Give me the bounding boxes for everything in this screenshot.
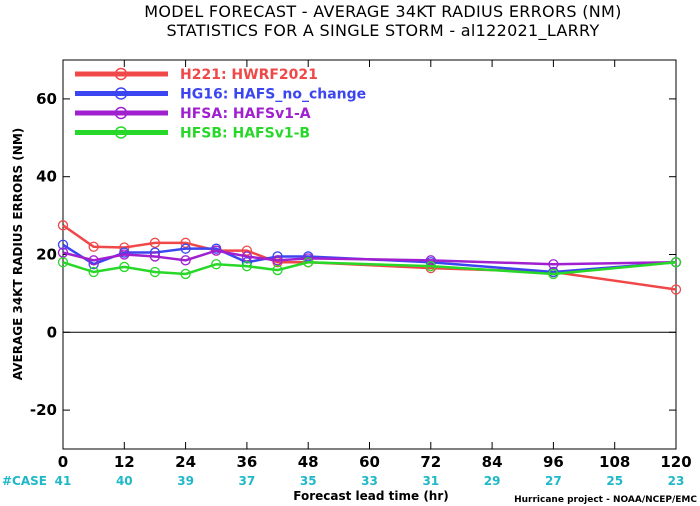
legend: H221: HWRF2021 HG16: HAFS_no_change HFSA: … xyxy=(75,67,366,142)
data-point xyxy=(88,266,99,278)
data-point xyxy=(119,261,130,273)
y-tick-label: 40 xyxy=(36,168,57,186)
case-count: 27 xyxy=(545,474,562,488)
data-point xyxy=(211,259,222,270)
series-line xyxy=(62,249,677,266)
x-axis-label: Forecast lead time (hr) xyxy=(293,489,449,503)
data-point xyxy=(241,261,253,272)
x-tick-label: 120 xyxy=(660,453,691,471)
x-tick-label: 24 xyxy=(175,453,196,471)
x-tick-label: 84 xyxy=(482,453,503,471)
data-point xyxy=(149,251,161,262)
case-count: 29 xyxy=(484,474,501,488)
case-count: 39 xyxy=(177,474,194,488)
case-count: 37 xyxy=(239,474,256,488)
legend-label: H221: HWRF2021 xyxy=(180,67,318,83)
data-point xyxy=(303,257,314,268)
chart-title-line-1: MODEL FORECAST - AVERAGE 34KT RADIUS ERR… xyxy=(144,2,621,21)
case-count-label: #CASE xyxy=(2,474,47,488)
data-point xyxy=(425,255,436,266)
series-lines xyxy=(57,220,682,295)
data-point xyxy=(180,268,191,280)
legend-swatch-marker xyxy=(114,87,128,100)
data-point xyxy=(149,237,161,248)
data-point xyxy=(425,261,436,272)
y-tick-label: 60 xyxy=(36,90,57,108)
data-point xyxy=(88,241,99,252)
data-point xyxy=(670,257,682,268)
data-point xyxy=(548,259,559,270)
data-point xyxy=(548,268,559,280)
plot-frame xyxy=(62,59,677,450)
x-tick-label: 108 xyxy=(599,453,630,471)
data-point xyxy=(57,257,69,268)
data-point xyxy=(180,237,191,248)
data-point xyxy=(241,245,253,256)
series-line xyxy=(62,261,677,276)
data-point xyxy=(180,243,191,254)
data-point xyxy=(241,251,253,262)
case-count: 33 xyxy=(361,474,378,488)
data-point xyxy=(670,284,682,295)
data-point xyxy=(272,264,283,276)
data-point xyxy=(149,266,161,278)
y-tick-label: -20 xyxy=(30,401,57,419)
x-tick-label: 48 xyxy=(298,453,319,471)
x-tick-label: 12 xyxy=(114,453,135,471)
y-axis-label: AVERAGE 34KT RADIUS ERRORS (NM) xyxy=(11,128,25,380)
data-point xyxy=(57,247,69,258)
x-axis-ticks: 0 12 24 36 48 60 72 84 96 108 120 xyxy=(58,60,692,471)
data-point xyxy=(180,255,191,266)
x-tick-label: 60 xyxy=(359,453,380,471)
legend-swatch-marker xyxy=(114,67,128,81)
case-count: 41 xyxy=(55,474,72,488)
series-2 xyxy=(57,245,682,270)
case-count: 40 xyxy=(116,474,133,488)
data-point xyxy=(272,255,283,266)
legend-swatch-marker xyxy=(114,126,128,139)
case-counts: 41 40 39 37 35 33 31 29 27 25 23 xyxy=(55,474,685,488)
data-point xyxy=(211,245,222,256)
y-axis-ticks: -20 0 20 40 60 xyxy=(30,90,676,419)
x-tick-label: 96 xyxy=(543,453,564,471)
credit-line: Hurricane project - NOAA/NCEP/EMC xyxy=(514,495,697,505)
data-point xyxy=(57,220,69,231)
data-point xyxy=(88,255,99,266)
data-point xyxy=(57,239,69,250)
legend-label: HFSA: HAFSv1-A xyxy=(180,106,311,122)
case-count: 35 xyxy=(300,474,317,488)
chart-title-line-2: STATISTICS FOR A SINGLE STORM - al122021… xyxy=(166,21,599,41)
x-tick-label: 72 xyxy=(420,453,441,471)
case-count: 23 xyxy=(668,474,685,488)
y-tick-label: 20 xyxy=(36,246,57,264)
legend-swatch-marker xyxy=(114,106,128,120)
x-tick-label: 36 xyxy=(236,453,257,471)
case-count: 31 xyxy=(422,474,439,488)
series-3 xyxy=(57,257,682,280)
legend-label: HG16: HAFS_no_change xyxy=(180,87,366,103)
legend-label: HFSB: HAFSv1-B xyxy=(180,126,310,142)
case-count: 25 xyxy=(606,474,623,488)
data-point xyxy=(119,249,130,260)
y-tick-label: 0 xyxy=(47,323,57,341)
x-tick-label: 0 xyxy=(58,453,68,471)
